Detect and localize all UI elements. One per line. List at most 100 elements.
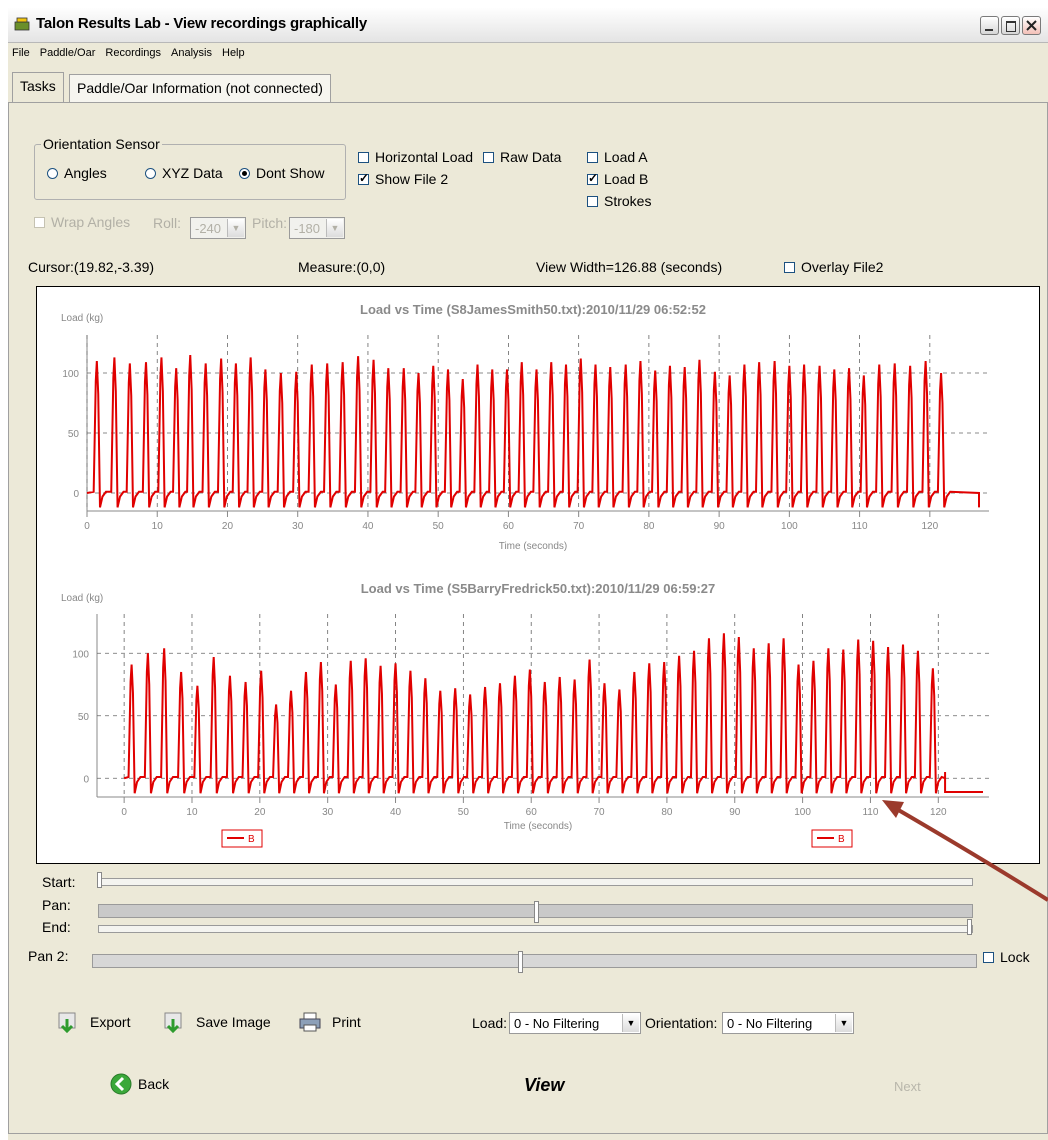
pan2-slider[interactable] <box>92 951 977 973</box>
view-width-readout: View Width=126.88 (seconds) <box>536 259 723 275</box>
menu-bar: File Paddle/Oar Recordings Analysis Help <box>8 44 1048 64</box>
y-tick-label: 100 <box>62 369 79 380</box>
y-tick-label: 50 <box>78 712 90 723</box>
chart-title: Load vs Time (S5BarryFredrick50.txt):201… <box>361 581 716 596</box>
tab-paddle-oar-information[interactable]: Paddle/Oar Information (not connected) <box>69 74 331 102</box>
chevron-down-icon: ▼ <box>622 1014 639 1032</box>
x-tick-label: 70 <box>573 521 585 532</box>
orientation-filter-select[interactable]: 0 - No Filtering ▼ <box>722 1012 854 1034</box>
orientation-sensor-legend: Orientation Sensor <box>41 136 162 152</box>
printer-icon <box>299 1012 321 1032</box>
load-filter-select[interactable]: 0 - No Filtering ▼ <box>509 1012 641 1034</box>
y-tick-label: 50 <box>68 429 80 440</box>
x-tick-label: 0 <box>121 807 127 818</box>
x-axis-label: Time (seconds) <box>499 541 568 552</box>
y-axis-label: Load (kg) <box>61 593 103 604</box>
pitch-label: Pitch: <box>252 215 288 231</box>
show-file2-checkbox[interactable]: Show File 2 <box>358 171 448 187</box>
maximize-icon <box>1006 21 1016 32</box>
close-icon <box>1026 20 1037 31</box>
plot-area[interactable]: Load vs Time (S8JamesSmith50.txt):2010/1… <box>36 286 1040 864</box>
load-b-checkbox[interactable]: Load B <box>587 171 648 187</box>
y-tick-label: 0 <box>83 774 89 785</box>
maximize-button[interactable] <box>1001 16 1020 35</box>
x-tick-label: 100 <box>781 521 798 532</box>
back-button[interactable]: Back <box>110 1073 169 1095</box>
radio-dont-show[interactable]: Dont Show <box>239 165 324 181</box>
raw-data-checkbox[interactable]: Raw Data <box>483 149 561 165</box>
pitch-select[interactable]: -180 ▼ <box>289 217 345 239</box>
x-tick-label: 50 <box>458 807 470 818</box>
series-b-line <box>123 633 983 794</box>
export-button[interactable]: Export <box>56 1011 130 1033</box>
overlay-file2-checkbox[interactable]: Overlay File2 <box>784 259 883 275</box>
menu-analysis[interactable]: Analysis <box>171 47 212 59</box>
lock-checkbox[interactable]: Lock <box>983 949 1030 965</box>
minimize-icon <box>985 29 993 31</box>
radio-angles[interactable]: Angles <box>47 165 107 181</box>
app-icon <box>14 17 30 31</box>
app-window: Talon Results Lab - View recordings grap… <box>8 8 1048 1140</box>
roll-label: Roll: <box>153 215 182 231</box>
pan-slider-thumb[interactable] <box>534 901 539 923</box>
back-arrow-icon <box>110 1073 132 1095</box>
x-tick-label: 20 <box>254 807 266 818</box>
x-tick-label: 80 <box>643 521 655 532</box>
start-slider-label: Start: <box>42 874 76 890</box>
minimize-button[interactable] <box>980 16 999 35</box>
x-tick-label: 100 <box>794 807 811 818</box>
y-tick-label: 0 <box>73 489 79 500</box>
chart-title: Load vs Time (S8JamesSmith50.txt):2010/1… <box>360 302 706 317</box>
x-tick-label: 40 <box>362 521 374 532</box>
x-tick-label: 10 <box>152 521 164 532</box>
tab-strip: Tasks Paddle/Oar Information (not connec… <box>8 72 1048 103</box>
horizontal-load-checkbox[interactable]: Horizontal Load <box>358 149 473 165</box>
x-tick-label: 110 <box>862 807 878 818</box>
orientation-sensor-group: Orientation Sensor Angles XYZ Data Dont … <box>34 136 346 200</box>
end-slider-thumb[interactable] <box>967 919 972 935</box>
end-slider-label: End: <box>42 919 71 935</box>
close-button[interactable] <box>1022 16 1041 35</box>
roll-select[interactable]: -240 ▼ <box>190 217 246 239</box>
x-axis-label: Time (seconds) <box>504 821 573 832</box>
x-tick-label: 80 <box>661 807 673 818</box>
strokes-checkbox[interactable]: Strokes <box>587 193 651 209</box>
measure-readout: Measure:(0,0) <box>298 259 386 275</box>
menu-help[interactable]: Help <box>222 47 245 59</box>
cursor-readout: Cursor:(19.82,-3.39) <box>28 259 155 275</box>
pan2-slider-thumb[interactable] <box>518 951 523 973</box>
x-tick-label: 110 <box>852 521 868 532</box>
chevron-down-icon: ▼ <box>835 1014 852 1032</box>
chevron-down-icon: ▼ <box>326 219 343 237</box>
y-tick-label: 100 <box>72 649 89 660</box>
save-image-button[interactable]: Save Image <box>162 1011 271 1033</box>
wrap-angles-checkbox[interactable]: Wrap Angles <box>34 214 130 230</box>
start-slider-thumb[interactable] <box>97 872 102 888</box>
x-tick-label: 120 <box>930 807 947 818</box>
x-tick-label: 60 <box>526 807 538 818</box>
view-step-title: View <box>524 1075 565 1095</box>
title-bar: Talon Results Lab - View recordings grap… <box>8 8 1048 43</box>
legend-label: B <box>838 834 845 845</box>
start-slider[interactable] <box>97 872 973 888</box>
y-axis-label: Load (kg) <box>61 313 103 324</box>
legend-label: B <box>248 834 255 845</box>
load-vs-time-charts[interactable]: Load vs Time (S8JamesSmith50.txt):2010/1… <box>37 287 1039 863</box>
tab-tasks[interactable]: Tasks <box>12 72 64 103</box>
print-button[interactable]: Print <box>298 1011 361 1033</box>
x-tick-label: 120 <box>921 521 938 532</box>
pan-slider[interactable] <box>98 901 973 923</box>
end-slider[interactable] <box>98 919 973 935</box>
export-icon <box>58 1012 76 1033</box>
next-button[interactable]: Next <box>894 1079 921 1094</box>
x-tick-label: 30 <box>292 521 304 532</box>
menu-file[interactable]: File <box>12 47 30 59</box>
pan2-slider-label: Pan 2: <box>28 948 69 964</box>
radio-xyz-data[interactable]: XYZ Data <box>145 165 223 181</box>
menu-paddle-oar[interactable]: Paddle/Oar <box>39 47 96 59</box>
x-tick-label: 50 <box>433 521 445 532</box>
x-tick-label: 90 <box>714 521 726 532</box>
x-tick-label: 90 <box>729 807 741 818</box>
load-a-checkbox[interactable]: Load A <box>587 149 648 165</box>
menu-recordings[interactable]: Recordings <box>105 47 162 59</box>
